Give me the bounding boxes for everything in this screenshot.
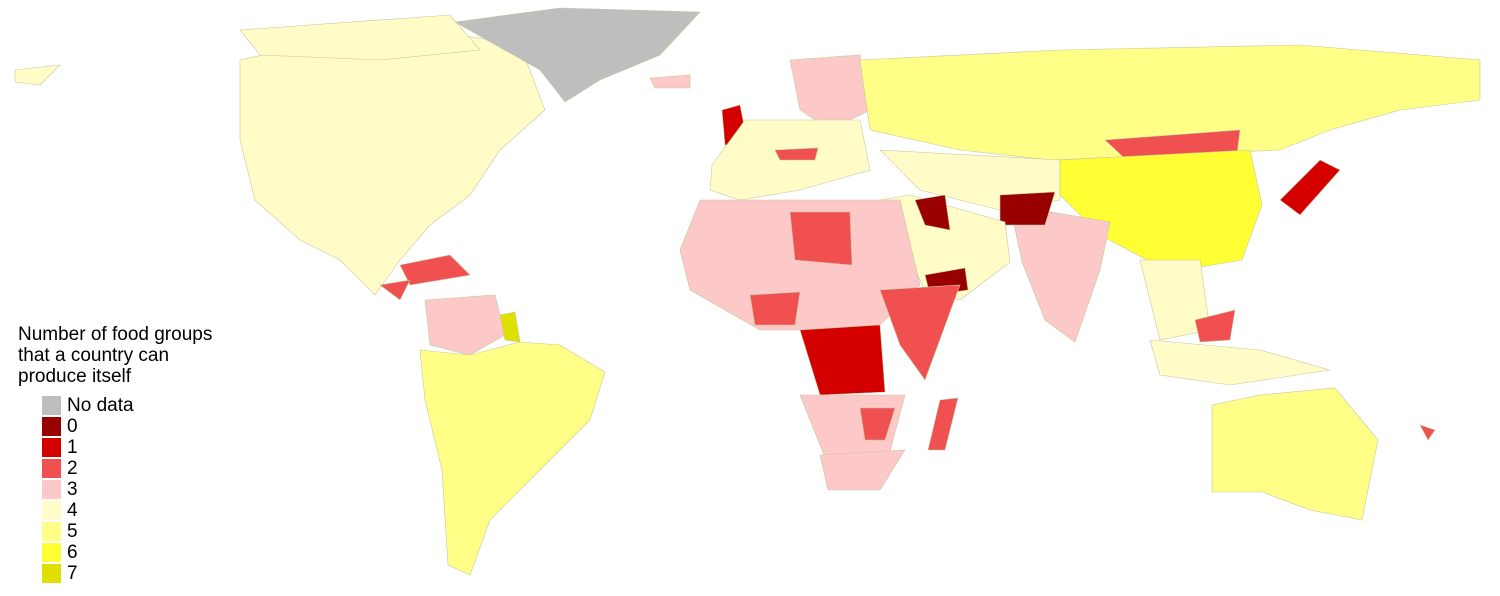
legend-title: Number of food groups that a country can… — [18, 324, 213, 387]
legend-label: 0 — [67, 415, 78, 437]
country — [914, 194, 951, 231]
legend-label: No data — [67, 394, 134, 416]
legend-swatch — [42, 480, 61, 499]
country — [789, 54, 871, 131]
country — [789, 211, 853, 266]
country — [859, 44, 1481, 161]
country — [649, 74, 691, 89]
legend-label: 6 — [67, 541, 78, 563]
country — [239, 29, 546, 296]
legend-swatch — [42, 417, 61, 436]
country — [819, 449, 906, 491]
country — [1009, 204, 1111, 343]
legend-label: 4 — [67, 499, 78, 521]
legend-item: 6 — [42, 542, 134, 563]
country — [927, 397, 959, 451]
legend-label: 3 — [67, 478, 78, 500]
country — [14, 64, 61, 86]
legend-label: 5 — [67, 520, 78, 542]
country — [419, 341, 606, 576]
country — [1279, 159, 1341, 216]
country — [999, 191, 1056, 226]
legend-item: 3 — [42, 479, 134, 500]
legend-swatch — [42, 501, 61, 520]
country — [1211, 387, 1379, 521]
legend-swatch — [42, 564, 61, 583]
country — [879, 284, 961, 381]
legend-item: 2 — [42, 458, 134, 479]
legend-item: 4 — [42, 500, 134, 521]
legend-swatch — [42, 438, 61, 457]
legend-swatch — [42, 459, 61, 478]
country — [499, 311, 521, 343]
country — [399, 254, 471, 286]
country — [454, 7, 701, 103]
country — [1059, 149, 1263, 273]
legend-label: 7 — [67, 562, 78, 584]
legend-label: 1 — [67, 436, 78, 458]
legend-item: 1 — [42, 437, 134, 458]
legend-swatch — [42, 396, 61, 415]
legend-item: 7 — [42, 563, 134, 584]
country — [859, 407, 896, 441]
country — [774, 147, 819, 161]
country — [1149, 339, 1331, 386]
country — [749, 291, 801, 326]
country — [424, 294, 506, 356]
legend-item: 5 — [42, 521, 134, 542]
legend-item: No data — [42, 395, 134, 416]
legend-item: 0 — [42, 416, 134, 437]
country — [1194, 309, 1236, 343]
legend-label: 2 — [67, 457, 78, 479]
legend-swatch — [42, 543, 61, 562]
legend: No data 0 1 2 3 4 5 6 7 — [42, 395, 134, 584]
country — [379, 279, 411, 301]
country — [239, 14, 481, 61]
legend-swatch — [42, 522, 61, 541]
country — [1419, 424, 1436, 441]
country — [799, 324, 886, 396]
